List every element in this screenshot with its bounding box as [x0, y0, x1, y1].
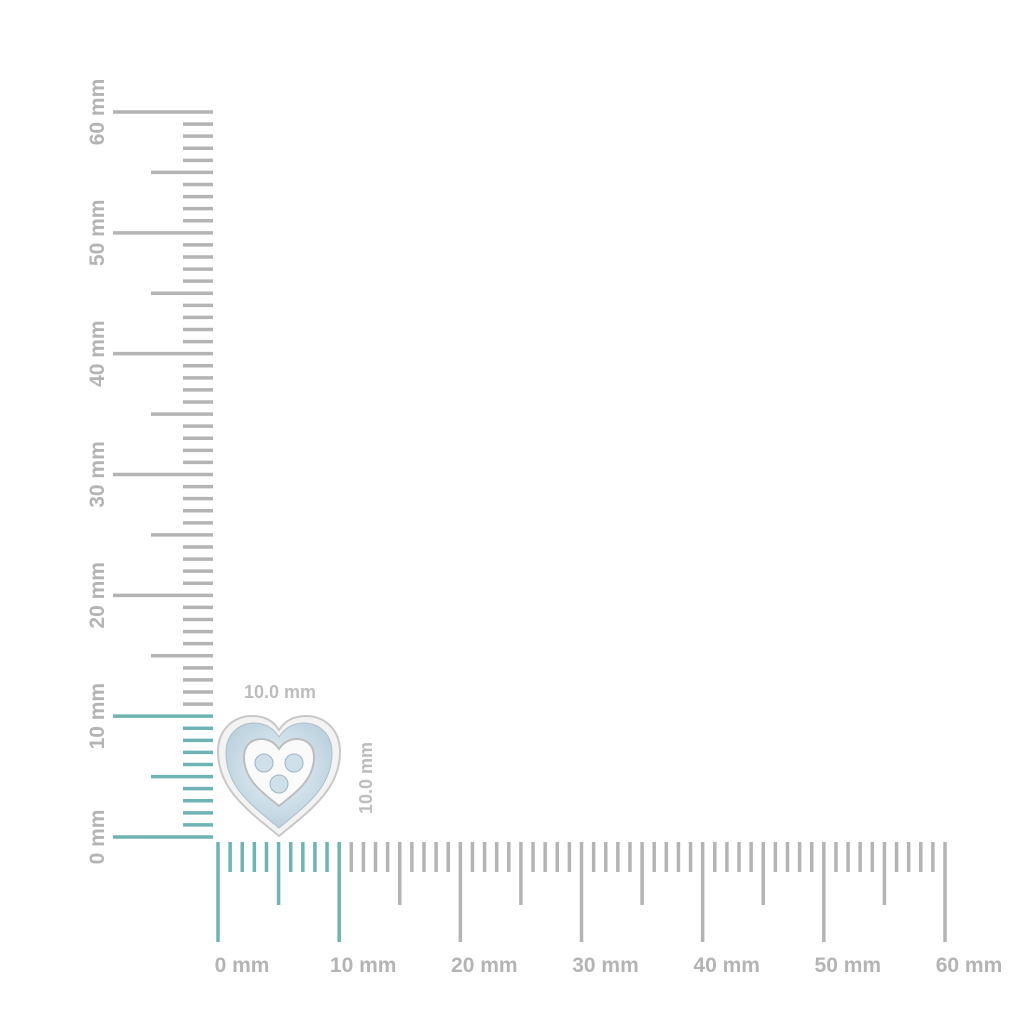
horizontal-ruler-label: 40 mm [693, 954, 760, 977]
horizontal-ruler-label: 50 mm [815, 954, 882, 977]
vertical-ruler-label: 20 mm [86, 562, 109, 629]
vertical-ruler-label: 10 mm [86, 683, 109, 750]
horizontal-ruler [216, 842, 947, 942]
vertical-ruler-label: 50 mm [86, 200, 109, 267]
horizontal-ruler-label: 20 mm [451, 954, 518, 977]
height-dimension-label: 10.0 mm [356, 742, 376, 814]
vertical-ruler-labels: 0 mm 10 mm 20 mm 30 mm 40 mm 50 mm 60 mm [86, 79, 109, 865]
heart-earring-image [216, 714, 342, 838]
horizontal-ruler-label: 30 mm [572, 954, 639, 977]
vertical-ruler-label: 0 mm [86, 810, 109, 865]
horizontal-ruler-label: 10 mm [330, 954, 397, 977]
horizontal-ruler-label: 0 mm [215, 954, 270, 977]
diamond-left [254, 753, 274, 773]
vertical-ruler-label: 30 mm [86, 441, 109, 508]
horizontal-ruler-labels: 0 mm 10 mm 20 mm 30 mm 40 mm 50 mm 60 mm [215, 954, 1003, 977]
vertical-ruler-label: 60 mm [86, 79, 109, 146]
vertical-ruler [113, 110, 213, 839]
width-dimension-label: 10.0 mm [244, 682, 316, 702]
diamond-bottom [269, 774, 289, 794]
horizontal-ruler-label: 60 mm [936, 954, 1003, 977]
vertical-ruler-label: 40 mm [86, 320, 109, 387]
diamond-right [284, 753, 304, 773]
